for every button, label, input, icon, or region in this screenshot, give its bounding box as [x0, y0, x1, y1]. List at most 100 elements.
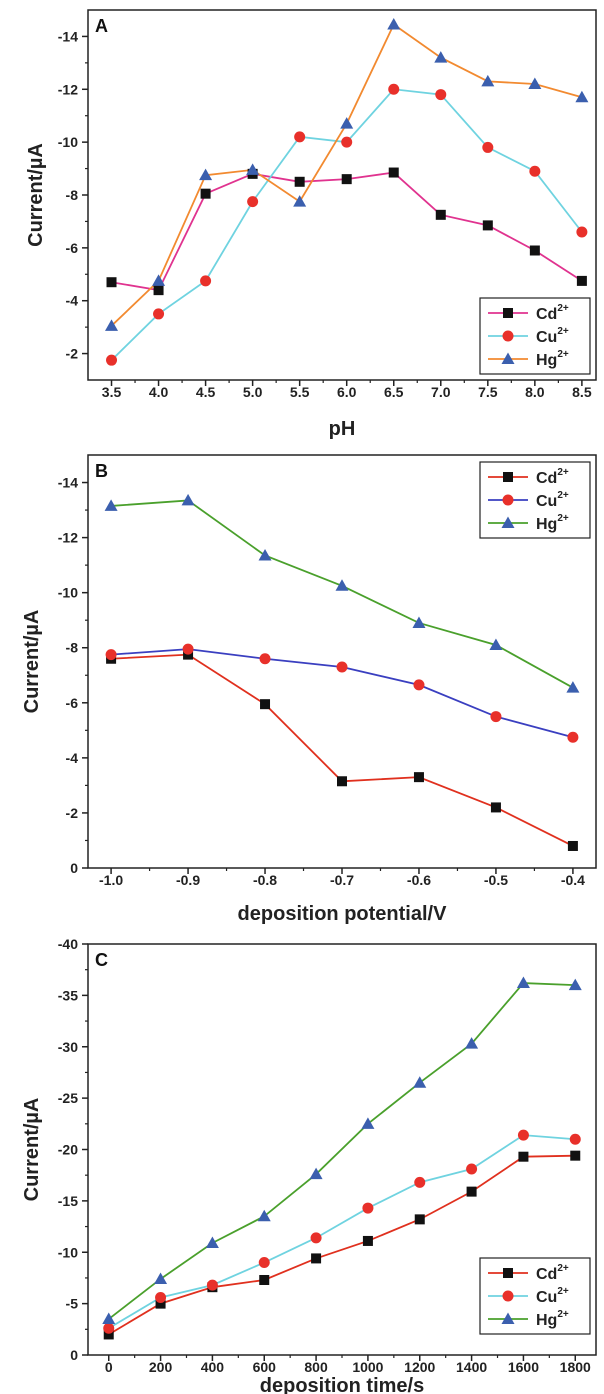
y-tick-label: -2	[66, 805, 79, 821]
data-point-hg	[246, 163, 260, 175]
legend-marker-hg	[501, 352, 515, 364]
data-point-cu	[466, 1163, 478, 1175]
data-point-cu	[153, 308, 165, 320]
x-tick-label: 1600	[508, 1359, 539, 1375]
y-tick-label: -30	[58, 1039, 78, 1055]
x-tick-label: 5.0	[243, 384, 263, 400]
chart-panel-A: -2 -4 -6 -8 -10 -12 -14 3.5 4.0 4.5 5.0 5.5 6.0 6.5 7.…	[25, 9, 597, 440]
legend-charge: 2+	[557, 326, 569, 337]
data-point-cd	[570, 1150, 581, 1161]
y-tick-label: -6	[66, 240, 79, 256]
y-tick-label: -35	[58, 987, 78, 1003]
x-tick-label: -0.8	[253, 872, 277, 888]
x-tick-label: 5.5	[290, 384, 310, 400]
data-point-cd	[518, 1151, 529, 1162]
data-point-cd	[337, 776, 347, 787]
data-point-hg	[181, 493, 195, 506]
legend-charge: 2+	[557, 490, 569, 501]
y-tick-label: -40	[58, 936, 78, 952]
data-point-cd	[576, 275, 587, 286]
data-point-cu	[310, 1232, 322, 1244]
series-line-hg	[108, 982, 576, 1320]
y-tick-label: -2	[66, 346, 79, 362]
x-tick-label: 8.5	[572, 384, 592, 400]
data-point-cd	[294, 176, 305, 187]
legend-charge: 2+	[557, 1309, 569, 1320]
x-tick-label: 8.0	[525, 384, 545, 400]
y-tick-label: -12	[58, 530, 78, 546]
data-point-hg	[568, 978, 582, 991]
panel-label: B	[95, 461, 108, 481]
data-point-hg	[102, 1312, 116, 1325]
data-point-hg	[293, 195, 307, 207]
legend-marker-cu	[502, 1290, 514, 1302]
data-point-cd	[567, 840, 578, 851]
chart-panel-C: 0 -5 -10 -15 -20 -25 -30 -35 -40 0 200 400 600 800 100…	[21, 936, 597, 1394]
data-point-cd	[155, 1298, 166, 1309]
x-tick-label: -0.4	[561, 872, 585, 888]
data-point-cu	[106, 354, 118, 366]
data-point-hg	[516, 976, 530, 989]
legend-marker-hg	[501, 516, 515, 528]
y-tick-label: -8	[66, 640, 79, 656]
legend-charge: 2+	[557, 1286, 569, 1297]
legend: Cd2+Cu2+Hg2+	[479, 297, 591, 375]
y-tick-label: -14	[58, 28, 78, 44]
legend-marker-cd	[503, 472, 513, 482]
y-tick-label: -25	[58, 1090, 78, 1106]
data-point-cu	[105, 649, 117, 661]
data-point-cu	[569, 1133, 581, 1145]
y-tick-label: -4	[66, 750, 79, 766]
data-point-cd	[413, 772, 424, 783]
data-point-hg	[481, 74, 495, 87]
x-tick-label: 6.0	[337, 384, 357, 400]
data-point-cd	[414, 1214, 425, 1225]
data-point-cu	[103, 1322, 115, 1334]
panel-label: A	[95, 16, 108, 36]
data-point-cu	[362, 1202, 374, 1214]
y-tick-label: -8	[66, 187, 79, 203]
data-point-cd	[153, 285, 164, 296]
legend-charge: 2+	[557, 303, 569, 314]
data-point-hg	[566, 681, 580, 693]
chart-panel-B: 0 -2 -4 -6 -8 -10 -12 -14 -1.0 -0.9 -0.8 -0.7 -0.6 -0…	[21, 454, 597, 925]
x-tick-label: -0.5	[484, 872, 508, 888]
data-point-hg	[105, 319, 119, 331]
data-point-hg	[104, 499, 118, 511]
data-point-hg	[528, 77, 542, 89]
y-tick-label: -6	[66, 695, 79, 711]
y-axis-label: Current/µA	[21, 1098, 43, 1202]
data-point-cu	[482, 141, 494, 153]
legend-charge: 2+	[557, 467, 569, 478]
legend: Cd2+Cu2+Hg2+	[479, 1257, 591, 1335]
data-point-cd	[388, 167, 399, 178]
y-axis-label: Current/µA	[21, 610, 43, 714]
data-point-hg	[387, 18, 401, 30]
data-point-cu	[155, 1291, 167, 1303]
data-point-cd	[482, 220, 493, 231]
data-point-hg	[335, 579, 349, 591]
data-point-hg	[361, 1117, 375, 1129]
data-point-hg	[258, 548, 272, 561]
x-tick-label: 800	[304, 1359, 328, 1375]
y-tick-label: -10	[58, 134, 78, 150]
x-tick-label: 0	[105, 1359, 113, 1375]
x-axis-label: deposition potential/V	[238, 903, 448, 925]
panel-label: C	[95, 950, 108, 970]
data-point-cu	[529, 165, 541, 177]
x-tick-label: 1400	[456, 1359, 487, 1375]
data-point-hg	[154, 1272, 168, 1284]
y-tick-label: -10	[58, 1244, 78, 1260]
y-tick-label: -12	[58, 81, 78, 97]
data-point-cu	[341, 136, 353, 148]
legend-charge: 2+	[557, 349, 569, 360]
x-tick-label: 4.5	[196, 384, 216, 400]
data-point-cd	[341, 174, 352, 185]
y-tick-label: 0	[70, 860, 78, 876]
legend: Cd2+Cu2+Hg2+	[479, 461, 591, 539]
y-tick-label: 0	[70, 1347, 78, 1363]
y-tick-label: -20	[58, 1142, 78, 1158]
x-tick-label: 1800	[560, 1359, 591, 1375]
x-tick-label: -1.0	[99, 872, 123, 888]
data-point-cd	[311, 1253, 322, 1264]
